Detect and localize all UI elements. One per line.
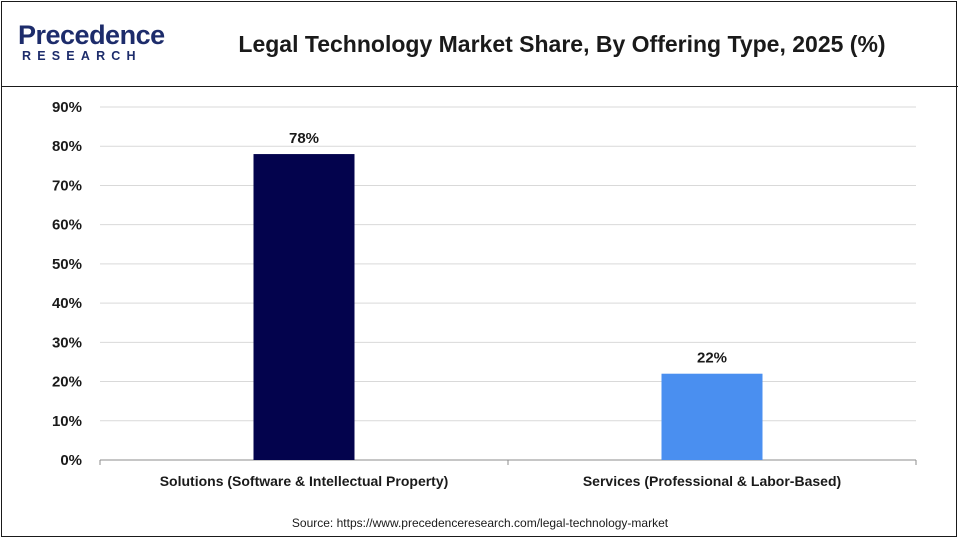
bar (253, 154, 355, 461)
y-tick-label: 40% (52, 295, 82, 312)
y-tick-label: 70% (52, 177, 82, 194)
brand-sub: RESEARCH (22, 49, 142, 63)
y-tick-label: 30% (52, 334, 82, 351)
header: Precedence RESEARCH Legal Technology Mar… (2, 2, 958, 87)
bar (661, 373, 763, 460)
chart-title: Legal Technology Market Share, By Offeri… (238, 31, 886, 57)
y-tick-label: 90% (52, 99, 82, 116)
y-tick-label: 80% (52, 138, 82, 155)
brand-name: Precedence (18, 20, 165, 50)
data-label: 78% (289, 130, 319, 147)
y-tick-label: 0% (60, 452, 82, 469)
x-category-label: Solutions (Software & Intellectual Prope… (160, 473, 449, 489)
y-tick-label: 10% (52, 413, 82, 430)
source-note: Source: https://www.precedenceresearch.c… (291, 516, 669, 530)
data-label: 22% (697, 350, 727, 367)
y-tick-label: 20% (52, 374, 82, 391)
x-category-label: Services (Professional & Labor-Based) (583, 473, 841, 489)
y-tick-label: 50% (52, 256, 82, 273)
y-tick-label: 60% (52, 217, 82, 234)
brand-logo: Precedence RESEARCH (18, 20, 168, 70)
